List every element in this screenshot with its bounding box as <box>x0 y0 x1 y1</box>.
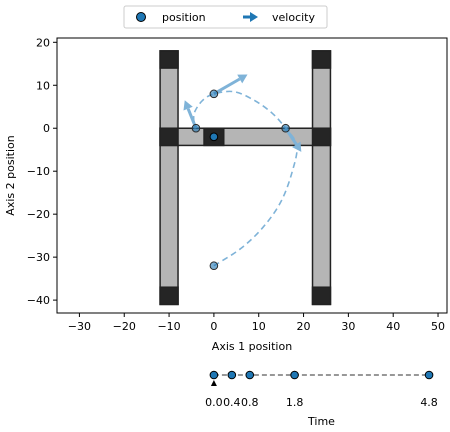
timeline-point-3 <box>290 370 299 380</box>
y-tick-label-4: 0 <box>43 122 50 135</box>
timeline-x-axis-title: Time <box>307 415 335 428</box>
position-point-2 <box>209 89 219 99</box>
structure-block-2 <box>311 50 332 69</box>
left-rail <box>159 50 179 306</box>
structure-block-4 <box>159 127 179 147</box>
timeline-tick-label-1: 0.4 <box>223 396 241 409</box>
x-tick-label-5: 20 <box>297 320 311 333</box>
velocity-arrow-head-2 <box>183 100 193 111</box>
data-layer <box>183 74 302 271</box>
main-y-ticks: −40 −30 −20 −10 0 10 20 <box>27 36 57 307</box>
gantry-structure <box>159 50 332 306</box>
trajectory-curve <box>192 90 298 267</box>
x-tick-label-8: 50 <box>431 320 445 333</box>
position-point-1 <box>281 123 290 133</box>
legend: position velocity <box>123 5 328 29</box>
timeline-tick-label-4: 4.8 <box>420 396 438 409</box>
structure-block-0 <box>159 50 179 69</box>
legend-position-marker <box>136 12 146 22</box>
main-x-axis-title: Axis 1 position <box>212 340 292 353</box>
crossbar <box>159 127 332 147</box>
x-tick-label-4: 10 <box>252 320 266 333</box>
velocity-arrow-head-0 <box>292 141 302 152</box>
legend-velocity-label: velocity <box>272 11 315 24</box>
current-time-marker-icon <box>210 380 217 386</box>
structure-block-1 <box>159 286 179 306</box>
timeline-point-4 <box>424 370 434 380</box>
velocity-arrow-head-1 <box>237 74 248 84</box>
legend-velocity-arrow-icon <box>250 12 258 22</box>
timeline-point-0 <box>209 370 219 380</box>
y-tick-label-3: −10 <box>27 165 50 178</box>
legend-box <box>123 5 328 29</box>
main-plot-frame <box>56 37 448 314</box>
y-tick-label-5: 10 <box>36 79 50 92</box>
y-tick-label-0: −40 <box>27 294 50 307</box>
structure-block-3 <box>311 286 332 306</box>
x-tick-label-7: 40 <box>386 320 400 333</box>
timeline-tick-label-3: 1.8 <box>286 396 304 409</box>
main-plot: −30 −20 −10 0 10 20 30 40 50 −40 −30 −20 −10 0 10 20 A… <box>4 36 448 353</box>
current-position-point <box>209 132 219 142</box>
x-tick-label-1: −20 <box>113 320 136 333</box>
position-point-3 <box>191 123 201 133</box>
timeline-tick-label-0: 0.0 <box>205 396 223 409</box>
timeline-point-1 <box>227 370 237 380</box>
main-y-axis-title: Axis 2 position <box>4 135 17 215</box>
x-tick-label-6: 30 <box>341 320 355 333</box>
velocity-arrow-shaft-1 <box>213 77 241 96</box>
position-point-0 <box>209 261 219 271</box>
y-tick-label-2: −20 <box>27 208 50 221</box>
right-rail <box>311 50 332 306</box>
structure-block-5 <box>311 127 332 147</box>
timeline-plot: 0.0 0.4 0.8 1.8 4.8 Time <box>205 370 438 428</box>
legend-position-label: position <box>162 11 206 24</box>
timeline-points: 0.0 0.4 0.8 1.8 4.8 <box>205 370 438 409</box>
y-tick-label-1: −30 <box>27 251 50 264</box>
x-tick-label-2: −10 <box>157 320 180 333</box>
timeline-point-2 <box>245 370 255 380</box>
x-tick-label-0: −30 <box>68 320 91 333</box>
main-x-ticks: −30 −20 −10 0 10 20 30 40 50 <box>68 313 445 333</box>
y-tick-label-6: 20 <box>36 36 50 49</box>
x-tick-label-3: 0 <box>210 320 217 333</box>
timeline-tick-label-2: 0.8 <box>241 396 259 409</box>
